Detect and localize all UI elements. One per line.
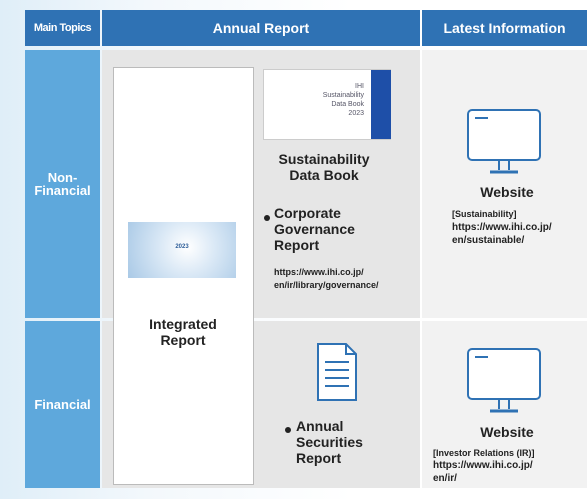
url: https://www.ihi.co.jp/ en/sustainable/ xyxy=(452,222,552,246)
bullet xyxy=(285,427,291,433)
cover-text: IHI Sustainability Data Book 2023 xyxy=(322,83,364,117)
cover-band xyxy=(371,70,391,139)
header-cell: Main Topics xyxy=(25,10,100,46)
topic: [Investor Relations (IR)] xyxy=(433,448,535,458)
title: Website xyxy=(480,424,534,440)
topic: [Sustainability] xyxy=(452,209,517,219)
integrated-cover: 2023 xyxy=(128,222,236,278)
header-cell: Latest Information xyxy=(422,10,587,46)
url: https://www.ihi.co.jp/ en/ir/ xyxy=(433,460,533,484)
sdb-cover: IHI Sustainability Data Book 2023 xyxy=(263,69,391,140)
label: Annual Securities Report xyxy=(296,418,363,466)
monitor-icon xyxy=(467,348,541,413)
monitor-icon xyxy=(467,109,541,174)
label: Corporate Governance Report xyxy=(274,205,355,253)
url: https://www.ihi.co.jp/ en/ir/library/gov… xyxy=(274,267,379,290)
label: Sustainability Data Book xyxy=(278,151,370,183)
label: Integrated Report xyxy=(149,316,217,348)
title: Website xyxy=(480,184,534,200)
header-cell: Annual Report xyxy=(102,10,420,46)
cover-text: 2023 xyxy=(175,244,189,250)
document-icon xyxy=(317,343,357,401)
bullet xyxy=(264,215,270,221)
cell xyxy=(422,50,587,318)
row-label: Non- Financial xyxy=(25,50,100,318)
row-label: Financial xyxy=(25,321,100,488)
